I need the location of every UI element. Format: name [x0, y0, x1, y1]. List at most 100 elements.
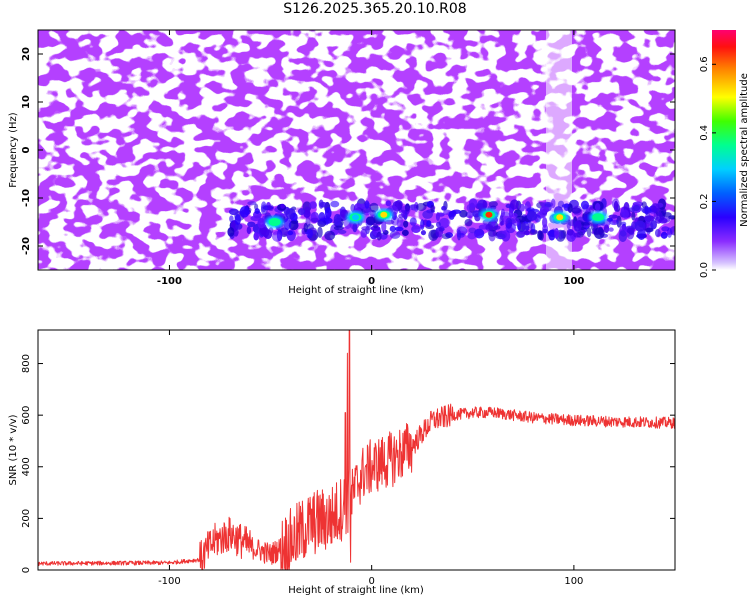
signal-band-blob [317, 218, 328, 225]
signal-band-blob [441, 205, 447, 211]
signal-band-blob [303, 222, 308, 233]
signal-band-blob [499, 215, 504, 226]
signal-band-blob [586, 227, 592, 238]
signal-peak-core [351, 214, 359, 221]
signal-band-blob [608, 227, 614, 232]
spectrogram-y-ticks: -20 -10 0 10 20 [21, 47, 675, 255]
chart-title: S126.2025.365.20.10.R08 [283, 1, 467, 17]
signal-band-blob [488, 200, 498, 208]
colorbar-tick-label: 0.2 [699, 193, 710, 209]
signal-peak-core [271, 219, 279, 225]
snr-series-line [38, 330, 675, 570]
signal-band-blob [267, 204, 274, 212]
snr-y-ticks: 0 200 400 600 800 [21, 354, 675, 573]
signal-peak-core [556, 214, 564, 221]
signal-band-blob [456, 229, 462, 241]
signal-band-blob [519, 203, 526, 212]
signal-band-blob [317, 226, 323, 238]
signal-band-blob [488, 230, 496, 242]
spectrogram-y-tick-label: 0 [21, 146, 32, 153]
signal-peak-core [485, 211, 493, 218]
signal-band-blob [583, 214, 592, 223]
spectrogram-x-tick-label: 0 [368, 276, 375, 287]
signal-band-blob [415, 203, 427, 212]
snr-y-axis-label: SNR (10 * v/v) [8, 414, 19, 485]
signal-band-blob [435, 212, 441, 221]
signal-band [227, 198, 675, 243]
signal-band-blob [324, 230, 336, 241]
colorbar-tick-label: 0.6 [699, 56, 710, 72]
signal-band-blob [468, 227, 477, 234]
signal-band-blob [247, 201, 257, 206]
spectrogram-x-axis-label: Height of straight line (km) [288, 285, 424, 296]
snr-x-tick-label: -100 [158, 576, 181, 587]
signal-band-blob [389, 230, 401, 239]
snr-background [38, 330, 675, 570]
signal-band-blob [634, 220, 646, 232]
signal-band-blob [361, 226, 372, 231]
signal-band-blob [247, 221, 256, 228]
signal-band-blob [572, 205, 583, 216]
colorbar-label: Normalized spectral amplitude [739, 73, 750, 227]
signal-band-blob [422, 210, 433, 219]
signal-band-blob [618, 230, 628, 243]
snr-x-axis-label: Height of straight line (km) [288, 585, 424, 596]
signal-band-blob [337, 229, 347, 234]
signal-band-blob [542, 217, 548, 228]
signal-band-blob [468, 198, 478, 208]
spectrogram-x-ticks: -100 0 100 [157, 30, 584, 287]
signal-band-blob [566, 228, 574, 236]
signal-band-blob [309, 201, 317, 209]
signal-band-blob [420, 219, 425, 231]
signal-band-blob [473, 228, 485, 239]
signal-band-blob [558, 230, 564, 240]
signal-band-blob [613, 200, 619, 212]
signal-band-blob [263, 229, 273, 240]
signal-band-blob [324, 206, 332, 219]
signal-band-blob [645, 227, 654, 233]
signal-band-blob [340, 209, 349, 218]
signal-band-blob [467, 232, 477, 240]
signal-band-blob [637, 229, 646, 240]
colorbar-gradient [712, 30, 736, 270]
signal-band-blob [304, 206, 311, 216]
signal-band-blob [394, 226, 404, 232]
signal-band-blob [435, 226, 444, 238]
signal-band-blob [253, 232, 259, 241]
signal-band-blob [620, 221, 627, 227]
signal-band-blob [542, 228, 548, 234]
signal-band-blob [482, 200, 487, 210]
signal-band-blob [595, 202, 601, 212]
signal-band-blob [435, 221, 441, 228]
signal-band-blob [373, 223, 378, 229]
signal-band-blob [609, 219, 619, 226]
signal-band-blob [398, 213, 406, 219]
spectrogram-y-tick-label: -10 [21, 189, 32, 207]
spectrogram-x-tick-label: -100 [157, 276, 182, 287]
snr-x-ticks: -100 0 100 [158, 330, 583, 587]
signal-band-blob [528, 222, 534, 229]
signal-band-blob [234, 214, 241, 225]
signal-band-blob [626, 227, 635, 234]
signal-band-blob [257, 217, 266, 229]
signal-band-blob [622, 209, 630, 219]
signal-band-blob [306, 228, 313, 239]
signal-peak-core [594, 214, 602, 221]
signal-band-blob [526, 211, 538, 221]
signal-band-blob [411, 225, 421, 233]
signal-band-blob [448, 210, 455, 220]
signal-band-blob [666, 227, 673, 238]
signal-band-blob [628, 207, 636, 213]
signal-band-blob [420, 230, 427, 236]
colorbar-tick-label: 0.0 [699, 262, 710, 278]
signal-band-blob [426, 220, 432, 227]
signal-band-blob [438, 217, 450, 229]
snr-y-tick-label: 0 [21, 567, 32, 573]
signal-band-blob [650, 203, 660, 213]
snr-y-tick-label: 800 [21, 354, 32, 373]
snr-frame [37, 329, 676, 571]
signal-band-blob [330, 200, 340, 208]
signal-band-blob [283, 218, 292, 231]
signal-band-blob [580, 200, 589, 210]
signal-band-blob [524, 225, 530, 231]
